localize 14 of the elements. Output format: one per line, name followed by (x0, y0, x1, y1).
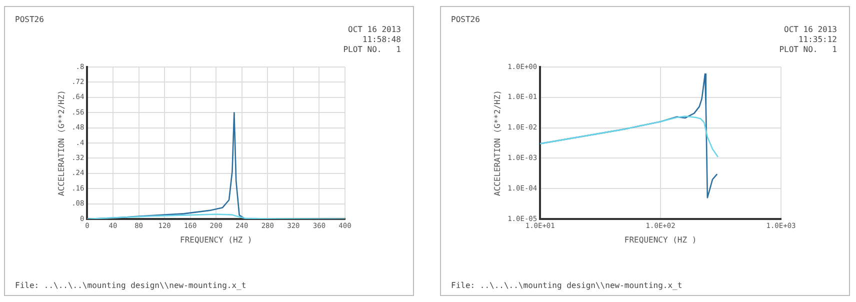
y-axis-title: ACCELERATION (G**2/HZ) (492, 90, 502, 196)
text: 11:35:12 (798, 35, 837, 45)
text: File: ..\..\..\mounting design\\new-mounting.x_t (451, 281, 682, 291)
text: OCT 16 2013 (348, 25, 401, 35)
y-axis-title: ACCELERATION (G**2/HZ) (56, 90, 66, 196)
x-axis-title: FREQUENCY (HZ ) (624, 235, 697, 244)
text: PLOT NO. 1 (779, 45, 837, 55)
text: PLOT NO. 1 (343, 45, 401, 55)
x-axis-title: FREQUENCY (HZ ) (180, 235, 252, 244)
text: POST26 (451, 15, 480, 25)
text: OCT 16 2013 (784, 25, 837, 35)
text: 11:58:48 (362, 35, 401, 45)
text: File: ..\..\..\mounting design\\new-mounting.x_t (15, 281, 246, 291)
text: POST26 (15, 15, 44, 25)
